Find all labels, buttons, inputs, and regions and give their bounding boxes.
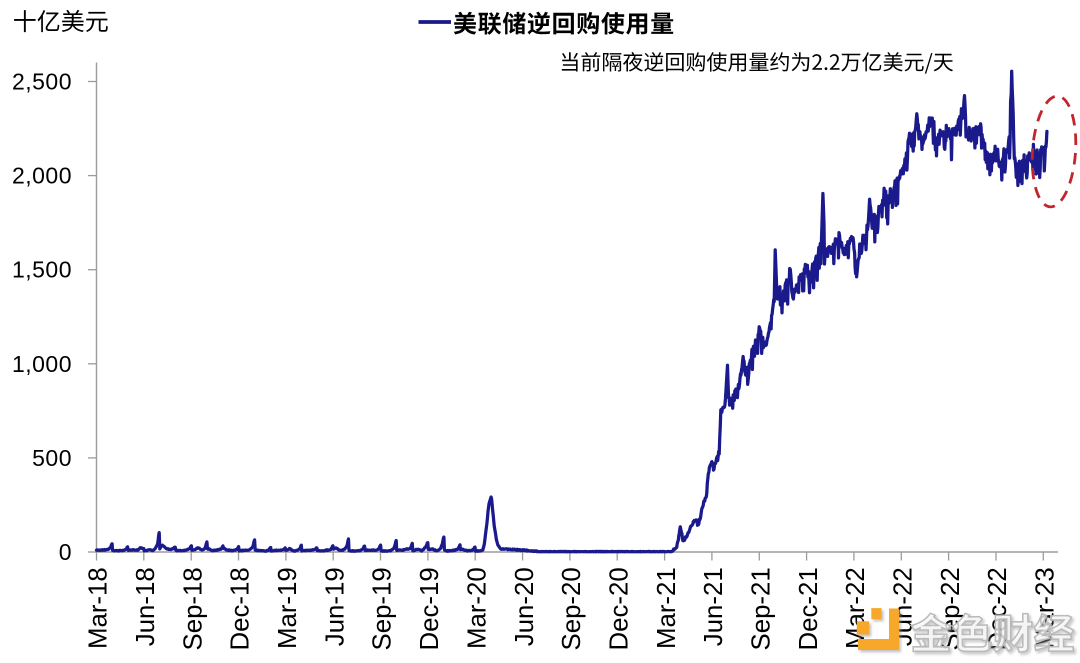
svg-text:Jun-19: Jun-19 xyxy=(321,567,349,646)
svg-text:Dec-19: Dec-19 xyxy=(416,567,444,650)
svg-text:500: 500 xyxy=(32,445,72,471)
svg-text:Dec-18: Dec-18 xyxy=(227,567,255,650)
svg-text:Jun-21: Jun-21 xyxy=(700,567,728,646)
svg-text:Jun-18: Jun-18 xyxy=(132,567,160,646)
svg-text:1,000: 1,000 xyxy=(12,351,72,377)
svg-text:Mar-21: Mar-21 xyxy=(653,567,681,649)
svg-text:Jun-20: Jun-20 xyxy=(511,567,539,646)
svg-text:Sep-18: Sep-18 xyxy=(179,567,207,650)
svg-text:Mar-22: Mar-22 xyxy=(842,567,870,649)
svg-text:Dec-21: Dec-21 xyxy=(795,567,823,650)
svg-text:Mar-18: Mar-18 xyxy=(85,567,113,649)
svg-text:Sep-20: Sep-20 xyxy=(558,567,586,650)
svg-text:2,000: 2,000 xyxy=(12,163,72,189)
svg-text:0: 0 xyxy=(59,539,72,565)
svg-text:Mar-19: Mar-19 xyxy=(274,567,302,649)
svg-text:Sep-21: Sep-21 xyxy=(748,567,776,650)
svg-text:2,500: 2,500 xyxy=(12,69,72,95)
svg-text:Dec-20: Dec-20 xyxy=(605,567,633,650)
svg-text:1,500: 1,500 xyxy=(12,257,72,283)
svg-text:Mar-20: Mar-20 xyxy=(463,567,491,649)
svg-text:Sep-19: Sep-19 xyxy=(369,567,397,650)
